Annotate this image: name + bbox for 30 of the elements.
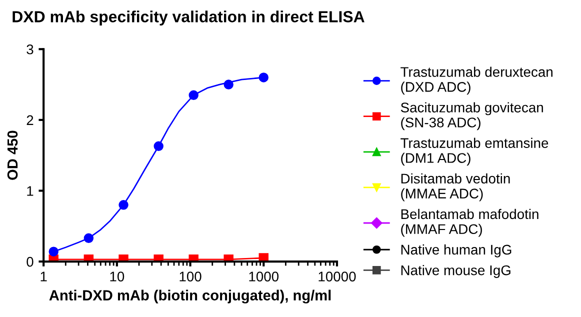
- x-axis-title: Anti-DXD mAb (biotin conjugated), ng/ml: [49, 290, 331, 304]
- y-tick-label: 1: [27, 186, 34, 196]
- legend-label: Disitamab vedotin (MMAE ADC): [401, 173, 510, 202]
- x-tick-label: 100: [180, 272, 202, 282]
- legend-label: Native mouse IgG: [401, 265, 510, 278]
- legend-label: Native human IgG: [401, 244, 512, 258]
- y-tick-label: 2: [26, 115, 34, 125]
- chart-title: DXD mAb specificity validation in direct ELISA: [12, 10, 364, 26]
- point: [84, 233, 94, 244]
- y-tick-label: 0: [26, 256, 34, 267]
- point: [224, 254, 234, 262]
- x-tick-label: 10: [110, 272, 124, 282]
- x-tick-label: 1: [40, 272, 47, 282]
- legend-label: Trastuzumab emtansine (DM1 ADC): [400, 138, 548, 166]
- point: [118, 200, 128, 210]
- point: [224, 80, 234, 90]
- point: [188, 90, 198, 100]
- point: [48, 246, 58, 256]
- point: [118, 254, 128, 262]
- legend-label: Trastuzumab deruxtecan (DXD ADC): [400, 66, 552, 95]
- x-tick-label: 10000: [318, 272, 356, 282]
- legend-label: Sacituzumab govitecan (SN-38 ADC): [400, 102, 543, 130]
- y-tick-label: 3: [26, 44, 34, 54]
- point: [188, 254, 198, 262]
- point: [154, 141, 164, 151]
- y-axis-title: OD 450: [7, 130, 18, 180]
- legend-label: Belantamab mafodotin (MMAF ADC): [401, 208, 538, 237]
- point: [154, 254, 164, 262]
- x-tick-label: 1000: [249, 272, 279, 282]
- point: [258, 72, 268, 82]
